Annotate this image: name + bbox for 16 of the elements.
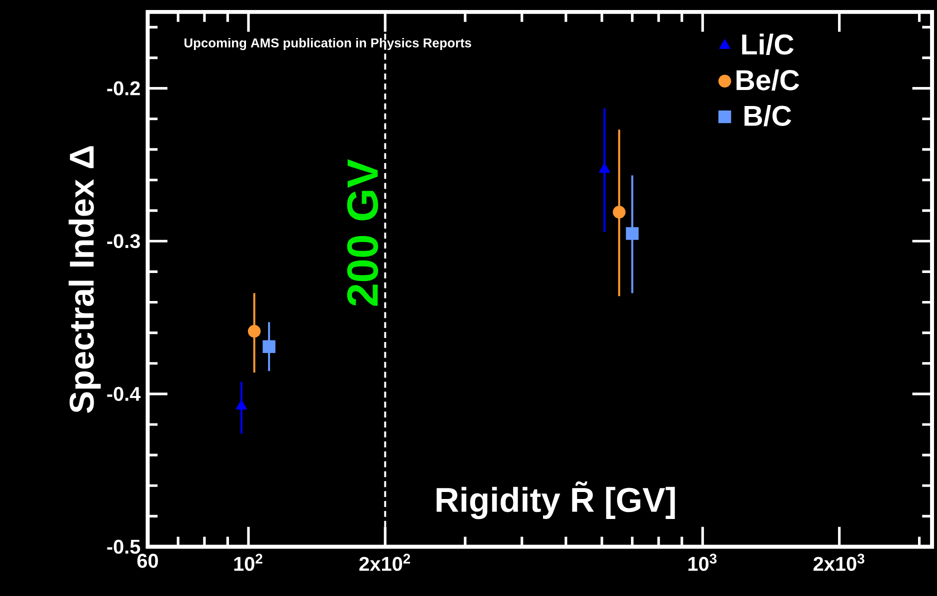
legend-label: B/C bbox=[744, 104, 792, 126]
x-tick-label: 10$^{2}$ bbox=[234, 554, 262, 571]
x-tick-label: 10$^{3}$ bbox=[688, 554, 717, 571]
ref-line-label: 200 GV bbox=[347, 159, 378, 306]
legend-label: Be/C bbox=[736, 69, 800, 90]
y-tick-label: -0.4 bbox=[107, 386, 141, 401]
y-tick-label: -0.2 bbox=[107, 81, 140, 96]
y-axis-title: Spectral Index Δ bbox=[68, 146, 101, 413]
x-tick-label: 60 bbox=[137, 554, 158, 568]
y-tick-label: -0.5 bbox=[107, 540, 140, 554]
x-axis-title: Rigidity R̃ [GV] bbox=[436, 481, 675, 519]
x-tick-label: 2x10$^{3}$ bbox=[814, 554, 864, 571]
annotation: Upcoming AMS publication in Physics Reports bbox=[184, 38, 472, 50]
legend-label: Li/C bbox=[742, 33, 794, 55]
x-tick-label: 2x10$^{2}$ bbox=[359, 554, 410, 571]
y-tick-label: -0.3 bbox=[107, 234, 140, 248]
